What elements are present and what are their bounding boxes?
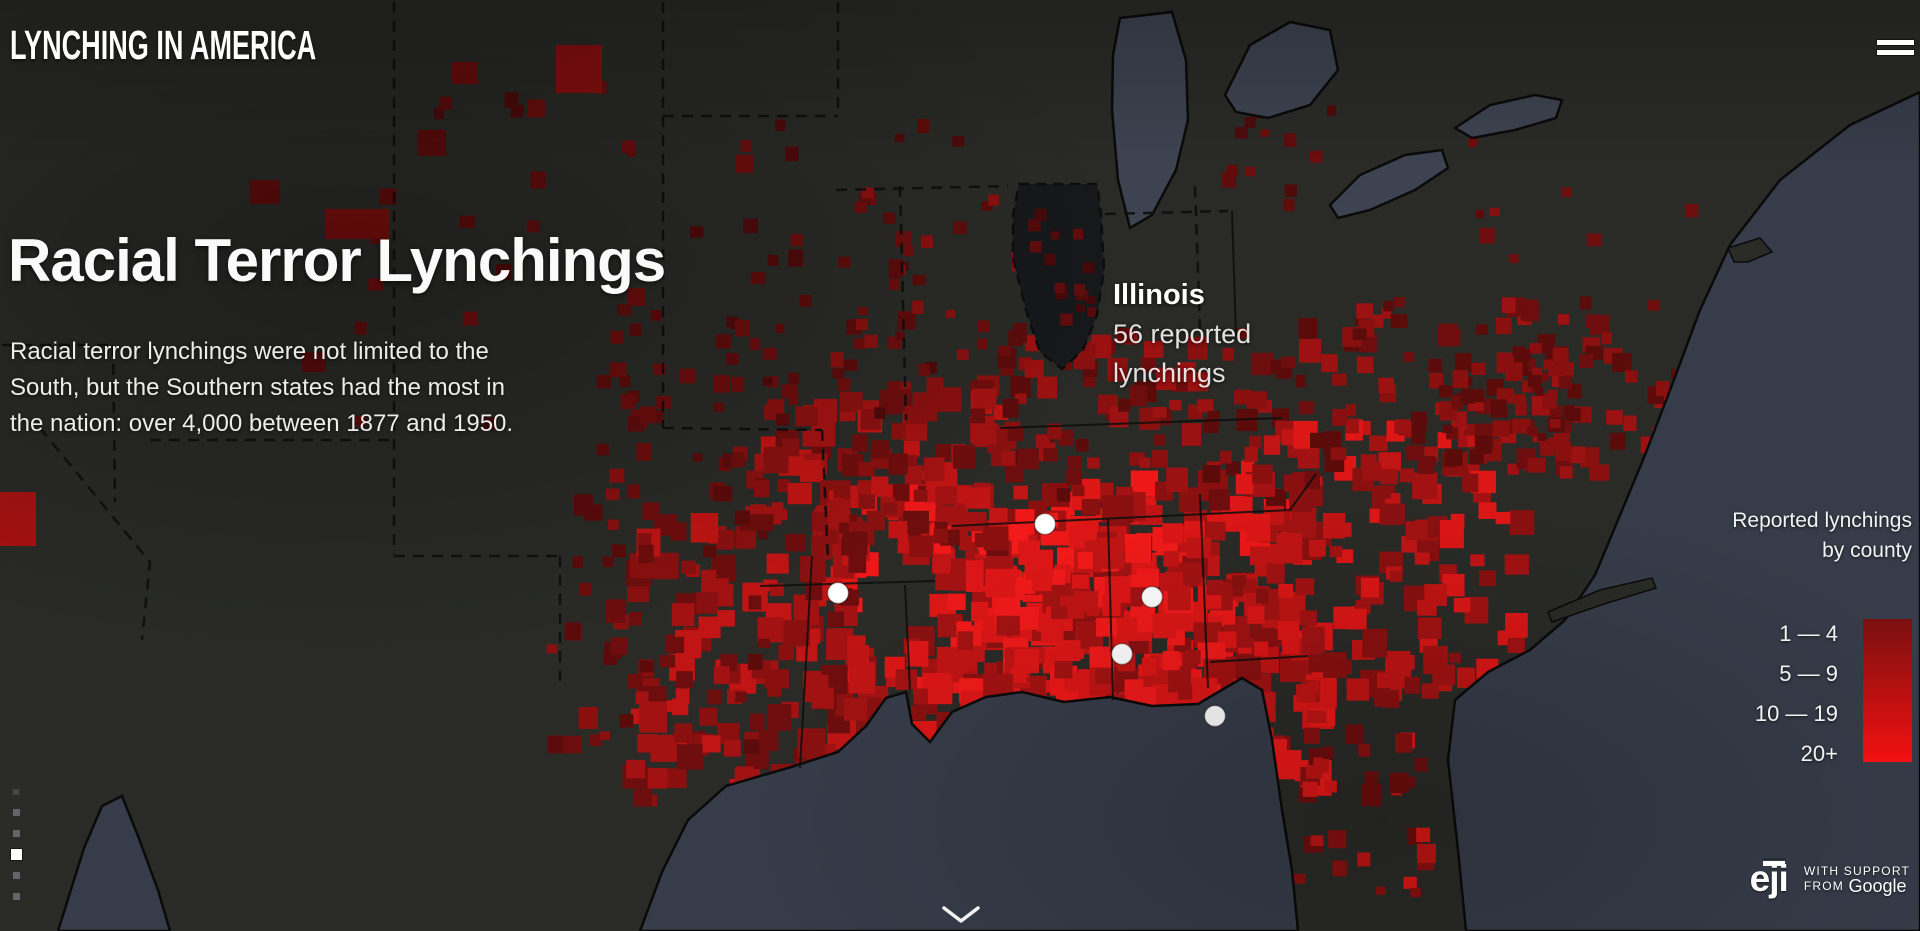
section-pagination — [8, 782, 24, 907]
legend-label-1: 1 — 4 — [1779, 621, 1838, 646]
legend-gradient-bar — [1863, 619, 1912, 762]
intro-line-1: Racial terror lynchings were not limited… — [10, 338, 489, 365]
legend-title-line2: by county — [1822, 539, 1912, 562]
intro-paragraph: Racial terror lynchings were not limited… — [10, 334, 513, 442]
support-credit: eji WITH SUPPORT FROM Google — [1750, 860, 1910, 897]
legend-title-line1: Reported lynchings — [1732, 509, 1912, 532]
pagination-dot-6[interactable] — [12, 893, 20, 900]
eji-logo-bar — [1762, 861, 1785, 866]
scroll-down-chevron-icon[interactable] — [941, 904, 981, 926]
support-line-2: FROM Google — [1803, 875, 1907, 896]
pagination-dot-1[interactable] — [13, 789, 19, 795]
pagination-dot-3[interactable] — [12, 830, 20, 837]
legend-scale: 1 — 4 5 — 9 10 — 19 20+ — [1682, 614, 1912, 766]
site-logo[interactable]: LYNCHING IN AMERICA — [10, 22, 317, 68]
support-text: WITH SUPPORT FROM Google — [1803, 863, 1910, 896]
pagination-dot-5[interactable] — [12, 872, 20, 879]
pagination-dot-2[interactable] — [12, 809, 20, 816]
state-tooltip: Illinois 56 reported lynchings — [1113, 276, 1251, 393]
legend-label-2: 5 — 9 — [1779, 661, 1838, 686]
legend-label-3: 10 — 19 — [1754, 701, 1838, 726]
tooltip-count-line2: lynchings — [1113, 358, 1226, 388]
intro-line-3: the nation: over 4,000 between 1877 and … — [10, 410, 514, 437]
pagination-dot-4-active[interactable] — [10, 849, 22, 860]
legend-labels: 1 — 4 5 — 9 10 — 19 20+ — [1755, 614, 1838, 774]
hamburger-menu-icon[interactable] — [1877, 40, 1914, 60]
eji-logo: eji — [1749, 858, 1789, 899]
support-line-1: WITH SUPPORT — [1803, 863, 1910, 878]
intro-line-2: South, but the Southern states had the m… — [10, 374, 505, 401]
legend-label-4: 20+ — [1800, 741, 1838, 766]
tooltip-state-name: Illinois — [1113, 279, 1205, 311]
map-legend: Reported lynchings by county 1 — 4 5 — 9… — [1682, 506, 1912, 766]
google-wordmark: Google — [1848, 875, 1907, 896]
page-title: Racial Terror Lynchings — [8, 227, 666, 294]
tooltip-count-line: 56 reported — [1113, 319, 1252, 349]
